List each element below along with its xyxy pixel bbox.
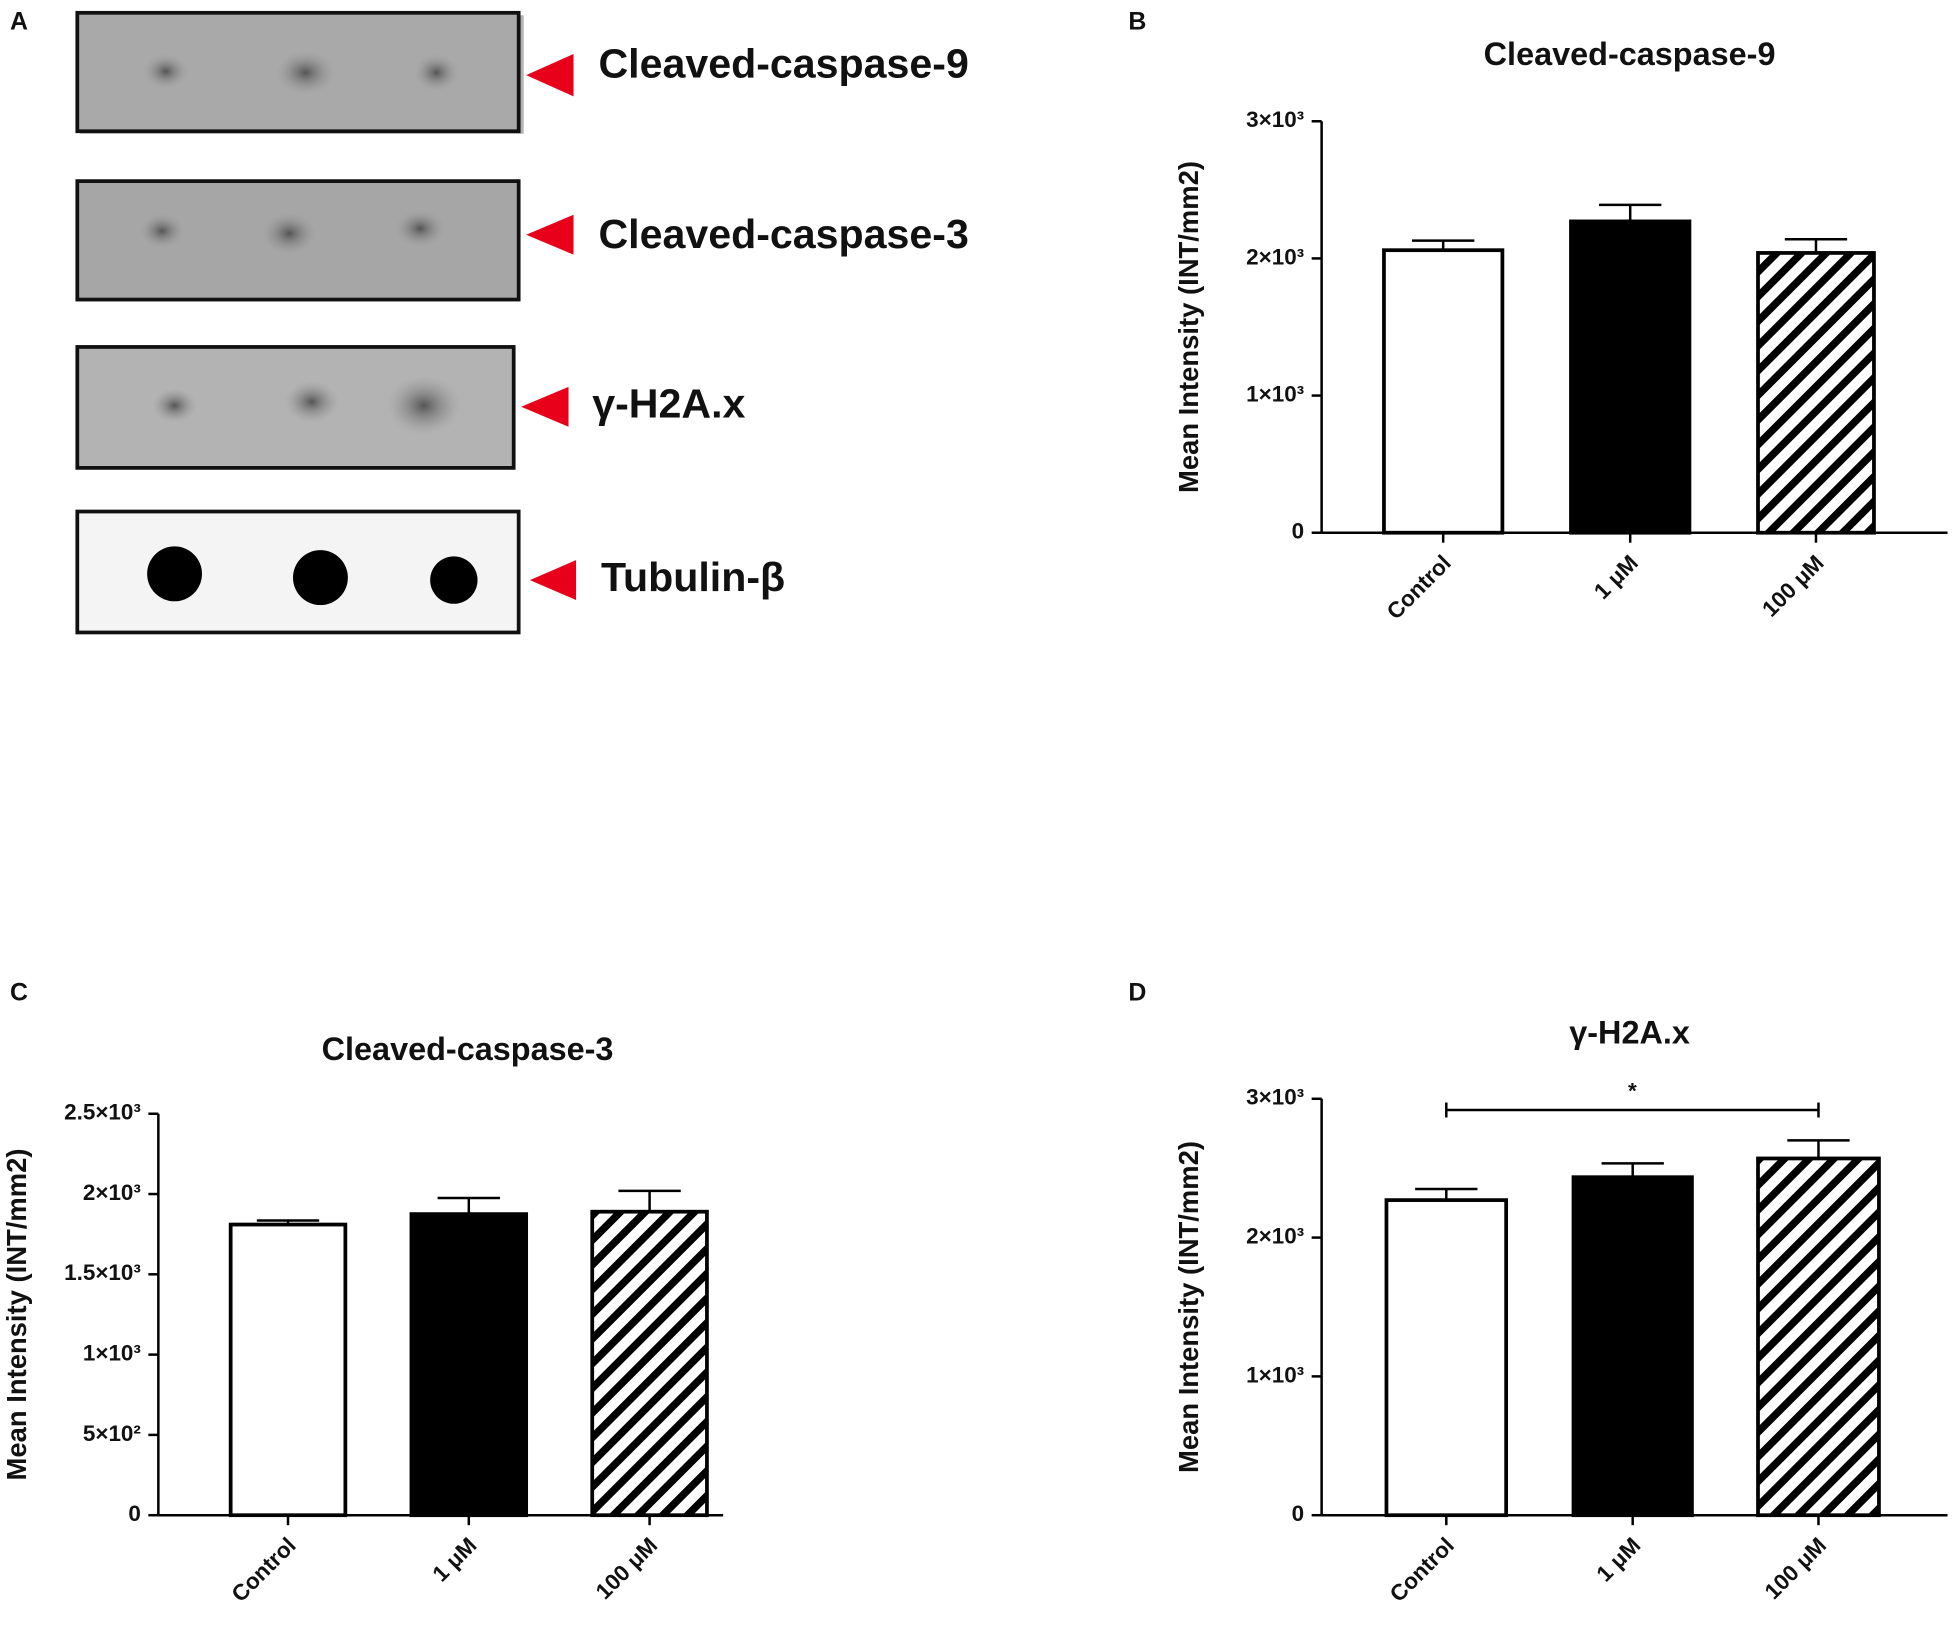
y-axis-label: Mean Intensity (INT/mm2) <box>1 1148 32 1480</box>
x-tick-label: Control <box>1385 1533 1459 1607</box>
y-tick-label: 0 <box>1292 519 1304 544</box>
x-tick-label: 100 μM <box>591 1533 662 1604</box>
blot-label: Cleaved-caspase-9 <box>598 40 968 86</box>
y-tick-label: 0 <box>128 1501 140 1526</box>
blot-panel: A Cleaved-caspase-9 Cleaved-caspase-3 γ-… <box>10 7 969 635</box>
x-tick-label: 1 μM <box>1592 1533 1646 1587</box>
blot-label: γ-H2A.x <box>592 381 745 427</box>
chart-title: Cleaved-caspase-3 <box>322 1031 614 1067</box>
y-tick-label: 2.5×10³ <box>64 1100 141 1125</box>
y-tick-label: 1×10³ <box>1246 1362 1304 1387</box>
y-tick-label: 2×10³ <box>1246 1224 1304 1249</box>
x-tick-label: 100 μM <box>1760 1533 1831 1604</box>
y-axis-label: Mean Intensity (INT/mm2) <box>1173 1141 1204 1473</box>
x-tick-label: Control <box>227 1533 301 1607</box>
y-tick-label: 1×10³ <box>1246 381 1304 406</box>
y-axis-label: Mean Intensity (INT/mm2) <box>1173 161 1204 493</box>
bar <box>1571 1175 1694 1518</box>
panel-label: D <box>1128 979 1146 1007</box>
y-tick-label: 2×10³ <box>83 1180 141 1205</box>
panel-label: B <box>1128 7 1146 35</box>
bar <box>409 1212 529 1518</box>
y-tick-label: 0 <box>1292 1501 1304 1526</box>
bar <box>1569 219 1692 535</box>
y-tick-label: 3×10³ <box>1246 1085 1304 1110</box>
bar <box>1756 251 1876 535</box>
panel-label: C <box>10 979 28 1007</box>
significance-label: * <box>1628 1078 1637 1103</box>
blot-label: Tubulin-β <box>601 554 785 600</box>
chart-title: γ-H2A.x <box>1569 1015 1690 1051</box>
y-tick-label: 1×10³ <box>83 1341 141 1366</box>
panel-label: A <box>10 7 28 35</box>
blot-label: Cleaved-caspase-3 <box>598 211 968 257</box>
x-tick-label: 1 μM <box>1589 550 1643 604</box>
bar <box>228 1222 348 1518</box>
x-tick-label: Control <box>1382 550 1456 624</box>
y-tick-label: 3×10³ <box>1246 107 1304 132</box>
y-tick-label: 1.5×10³ <box>64 1260 141 1285</box>
bar <box>1756 1156 1881 1518</box>
x-tick-label: 1 μM <box>428 1533 482 1587</box>
bar <box>1382 248 1505 535</box>
bar <box>590 1209 709 1518</box>
chart-title: Cleaved-caspase-9 <box>1484 36 1776 72</box>
y-tick-label: 5×10² <box>83 1421 141 1446</box>
bar <box>1384 1198 1509 1518</box>
y-tick-label: 2×10³ <box>1246 244 1304 269</box>
x-tick-label: 100 μM <box>1757 550 1828 621</box>
